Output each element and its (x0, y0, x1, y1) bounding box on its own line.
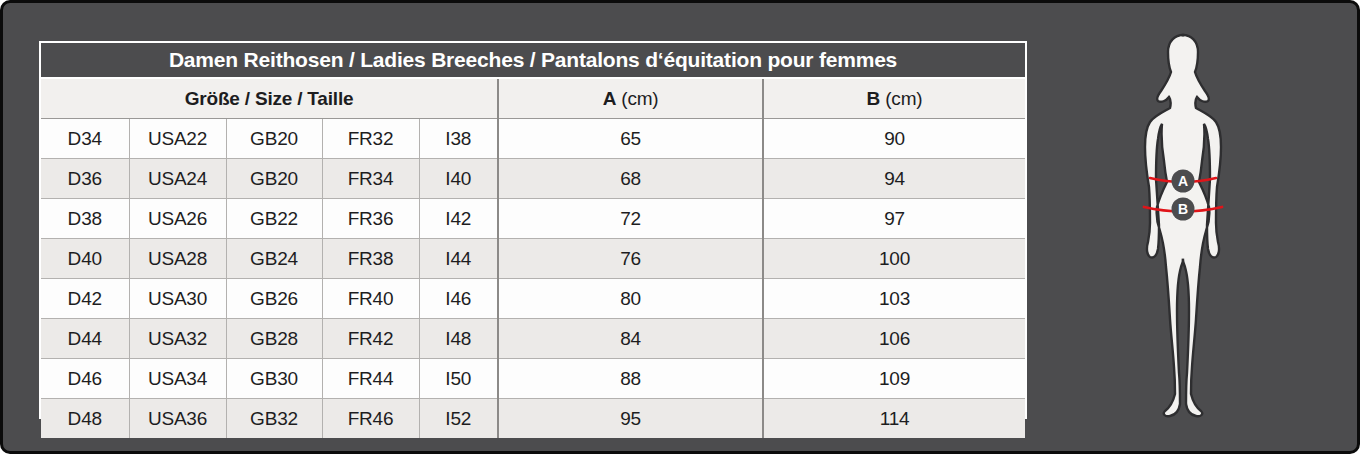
cell-gb: GB28 (226, 319, 322, 359)
cell-a: 65 (498, 119, 763, 159)
cell-usa: USA30 (129, 279, 226, 319)
marker-b-label: B (1178, 201, 1188, 217)
female-silhouette-illustration: A B (1121, 31, 1255, 425)
cell-fr: FR44 (322, 359, 419, 399)
cell-i: I48 (419, 319, 498, 359)
cell-d: D38 (41, 199, 129, 239)
header-size-label: Größe / Size / Taille (41, 79, 498, 119)
table-row: D40USA28GB24FR38I4476100 (41, 239, 1025, 279)
cell-usa: USA24 (129, 159, 226, 199)
cell-a: 88 (498, 359, 763, 399)
header-a-label: A (cm) (498, 79, 763, 119)
cell-gb: GB22 (226, 199, 322, 239)
cell-a: 95 (498, 399, 763, 439)
cell-fr: FR40 (322, 279, 419, 319)
cell-b: 109 (763, 359, 1025, 399)
cell-gb: GB32 (226, 399, 322, 439)
cell-i: I40 (419, 159, 498, 199)
cell-i: I42 (419, 199, 498, 239)
header-b-label: B (cm) (763, 79, 1025, 119)
cell-usa: USA36 (129, 399, 226, 439)
cell-d: D34 (41, 119, 129, 159)
size-table-grid: Größe / Size / Taille A (cm) B (cm) D34U… (41, 79, 1025, 438)
cell-gb: GB24 (226, 239, 322, 279)
cell-b: 106 (763, 319, 1025, 359)
cell-fr: FR38 (322, 239, 419, 279)
table-row: D44USA32GB28FR42I4884106 (41, 319, 1025, 359)
cell-fr: FR36 (322, 199, 419, 239)
cell-b: 103 (763, 279, 1025, 319)
marker-a-badge: A (1172, 170, 1195, 193)
cell-i: I44 (419, 239, 498, 279)
cell-a: 84 (498, 319, 763, 359)
table-row: D48USA36GB32FR46I5295114 (41, 399, 1025, 439)
table-row: D46USA34GB30FR44I5088109 (41, 359, 1025, 399)
cell-i: I50 (419, 359, 498, 399)
cell-usa: USA34 (129, 359, 226, 399)
marker-b-badge: B (1172, 198, 1195, 221)
cell-a: 72 (498, 199, 763, 239)
cell-usa: USA28 (129, 239, 226, 279)
cell-fr: FR42 (322, 319, 419, 359)
cell-i: I46 (419, 279, 498, 319)
table-title: Damen Reithosen / Ladies Breeches / Pant… (41, 43, 1025, 79)
cell-b: 97 (763, 199, 1025, 239)
marker-a-label: A (1178, 173, 1188, 189)
cell-b: 100 (763, 239, 1025, 279)
cell-fr: FR46 (322, 399, 419, 439)
cell-d: D44 (41, 319, 129, 359)
cell-gb: GB26 (226, 279, 322, 319)
cell-gb: GB30 (226, 359, 322, 399)
cell-usa: USA32 (129, 319, 226, 359)
size-table: Damen Reithosen / Ladies Breeches / Pant… (39, 41, 1027, 419)
cell-usa: USA22 (129, 119, 226, 159)
cell-d: D40 (41, 239, 129, 279)
cell-b: 94 (763, 159, 1025, 199)
cell-gb: GB20 (226, 119, 322, 159)
table-header: Größe / Size / Taille A (cm) B (cm) (41, 79, 1025, 119)
cell-usa: USA26 (129, 199, 226, 239)
cell-fr: FR34 (322, 159, 419, 199)
measurement-figure: A B (1121, 31, 1255, 425)
cell-d: D48 (41, 399, 129, 439)
body-silhouette (1145, 35, 1221, 416)
cell-i: I38 (419, 119, 498, 159)
cell-d: D42 (41, 279, 129, 319)
cell-a: 80 (498, 279, 763, 319)
cell-a: 68 (498, 159, 763, 199)
cell-d: D36 (41, 159, 129, 199)
cell-a: 76 (498, 239, 763, 279)
cell-b: 114 (763, 399, 1025, 439)
size-table-body: D34USA22GB20FR32I386590D36USA24GB20FR34I… (41, 119, 1025, 439)
size-chart-panel: Damen Reithosen / Ladies Breeches / Pant… (0, 0, 1360, 454)
cell-gb: GB20 (226, 159, 322, 199)
cell-d: D46 (41, 359, 129, 399)
table-row: D38USA26GB22FR36I427297 (41, 199, 1025, 239)
cell-b: 90 (763, 119, 1025, 159)
table-row: D42USA30GB26FR40I4680103 (41, 279, 1025, 319)
table-row: D34USA22GB20FR32I386590 (41, 119, 1025, 159)
cell-i: I52 (419, 399, 498, 439)
cell-fr: FR32 (322, 119, 419, 159)
table-row: D36USA24GB20FR34I406894 (41, 159, 1025, 199)
